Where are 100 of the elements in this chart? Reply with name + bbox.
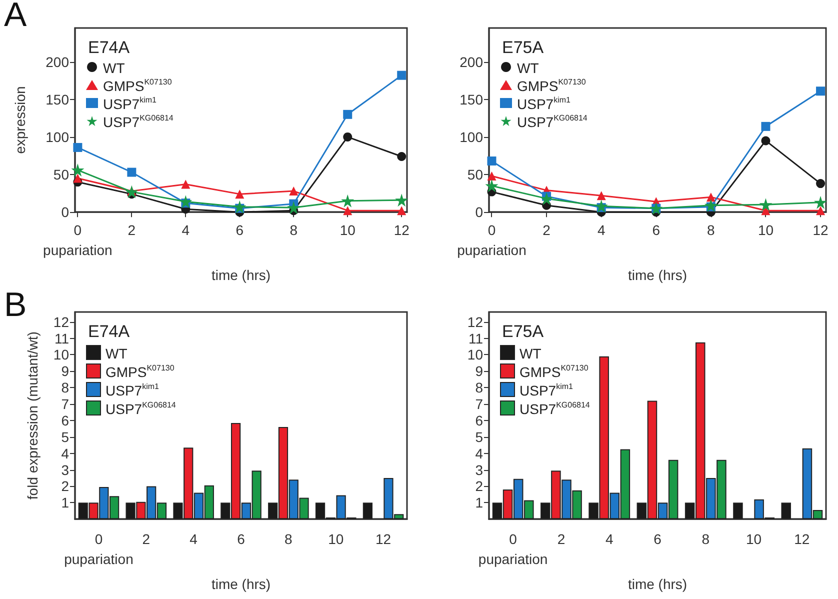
y-tick-label: 3 <box>475 462 484 478</box>
y-tick-label: 12 <box>53 314 70 330</box>
y-tick-label: 50 <box>467 166 484 183</box>
y-tick-label: 6 <box>61 412 70 428</box>
point <box>71 164 84 177</box>
x-tick-label: 4 <box>605 531 614 548</box>
point <box>343 206 352 216</box>
bar <box>362 502 373 520</box>
y-tick-label: 1 <box>475 494 484 511</box>
x-tick-label: 6 <box>236 222 244 238</box>
point <box>125 185 138 198</box>
x-tick-label: 0 pupariation <box>457 222 526 258</box>
y-tick-label: 2 <box>61 478 70 494</box>
y-tick-label: 11 <box>54 330 70 346</box>
point <box>487 172 496 181</box>
x-axis-title: time (hrs) <box>211 576 271 592</box>
point <box>759 198 772 212</box>
y-tick-label: 4 <box>61 445 70 462</box>
point <box>814 196 828 209</box>
legend-label: WT <box>517 60 540 76</box>
y-tick-label: 200 <box>46 54 70 70</box>
y-tick-label: 4 <box>475 445 484 462</box>
point <box>127 168 136 177</box>
x-tick-label: 2 <box>142 531 150 548</box>
x-tick-label: 12 <box>375 531 392 548</box>
y-tick-label: 9 <box>61 363 70 380</box>
point <box>397 206 406 216</box>
x-tick-label: 0 pupariation <box>478 531 548 568</box>
bar <box>781 502 791 520</box>
bar <box>733 502 743 520</box>
x-tick-label: 8 <box>707 222 716 238</box>
y-tick-label: 10 <box>467 346 484 363</box>
y-tick-label: 2 <box>475 478 484 494</box>
y-tick-label: 12 <box>467 314 484 330</box>
point <box>816 206 826 216</box>
y-tick-label: 1 <box>61 494 70 511</box>
point <box>73 174 82 183</box>
x-axis-title: time (hrs) <box>628 267 688 283</box>
point <box>761 136 770 146</box>
y-tick-label: 11 <box>468 330 484 346</box>
x-tick-label: 8 <box>284 531 293 548</box>
text: E75A <box>502 322 544 341</box>
x-tick-label: 4 <box>597 222 606 238</box>
x-tick-label: 10 <box>746 531 762 548</box>
y-tick-label: 8 <box>61 380 70 396</box>
point <box>181 180 190 189</box>
text: E75A <box>502 38 544 57</box>
x-tick-label: 12 <box>812 222 829 238</box>
y-tick-label: 5 <box>475 428 484 445</box>
x-axis-title: time (hrs) <box>628 576 688 592</box>
x-tick-label: 10 <box>758 222 774 238</box>
y-tick-label: 100 <box>46 128 70 145</box>
y-tick-label: 0 <box>61 204 70 220</box>
point <box>706 192 716 202</box>
text: E74A <box>88 38 130 57</box>
point <box>395 194 408 207</box>
x-axis-title: time (hrs) <box>211 267 271 283</box>
y-tick-label: 3 <box>61 462 70 478</box>
x-tick-label: 8 <box>702 531 710 548</box>
point <box>596 191 606 200</box>
x-tick-label: 2 <box>557 531 566 548</box>
x-tick-label: 8 <box>290 222 298 238</box>
point <box>235 190 244 199</box>
y-axis-title: fold expression (mutant/wt) <box>24 332 41 500</box>
point <box>343 110 352 119</box>
point <box>704 198 718 212</box>
x-tick-label: 12 <box>794 531 810 548</box>
point <box>289 186 298 196</box>
y-tick-label: 100 <box>460 128 484 145</box>
point <box>487 156 496 166</box>
y-tick-label: 9 <box>475 363 484 380</box>
x-tick-label: 6 <box>654 531 662 548</box>
point <box>343 132 352 142</box>
point <box>594 200 608 213</box>
point <box>287 201 300 214</box>
text: B <box>4 286 27 324</box>
x-tick-label: 0 pupariation <box>64 531 134 568</box>
point <box>816 179 826 188</box>
y-tick-label: 8 <box>475 380 484 396</box>
y-tick-label: 6 <box>475 412 484 428</box>
point <box>179 195 192 208</box>
y-tick-label: 7 <box>475 396 484 412</box>
y-tick-label: 0 <box>475 204 484 220</box>
y-tick-label: 150 <box>460 91 484 108</box>
y-tick-label: 7 <box>61 396 70 412</box>
x-tick-label: 10 <box>340 222 356 238</box>
y-tick-label: 150 <box>46 91 70 108</box>
legend-label: WT <box>520 346 542 362</box>
point <box>540 192 554 206</box>
x-tick-label: 4 <box>190 531 198 548</box>
text: E74A <box>88 322 130 341</box>
y-tick-label: 10 <box>53 346 70 363</box>
y-tick-label: 5 <box>61 428 70 445</box>
point <box>341 194 354 208</box>
x-tick-label: 0 pupariation <box>43 222 112 258</box>
x-tick-label: 2 <box>542 222 551 238</box>
point <box>485 179 498 192</box>
y-tick-label: 50 <box>53 166 70 183</box>
x-tick-label: 2 <box>128 222 136 238</box>
text: A <box>4 0 27 34</box>
